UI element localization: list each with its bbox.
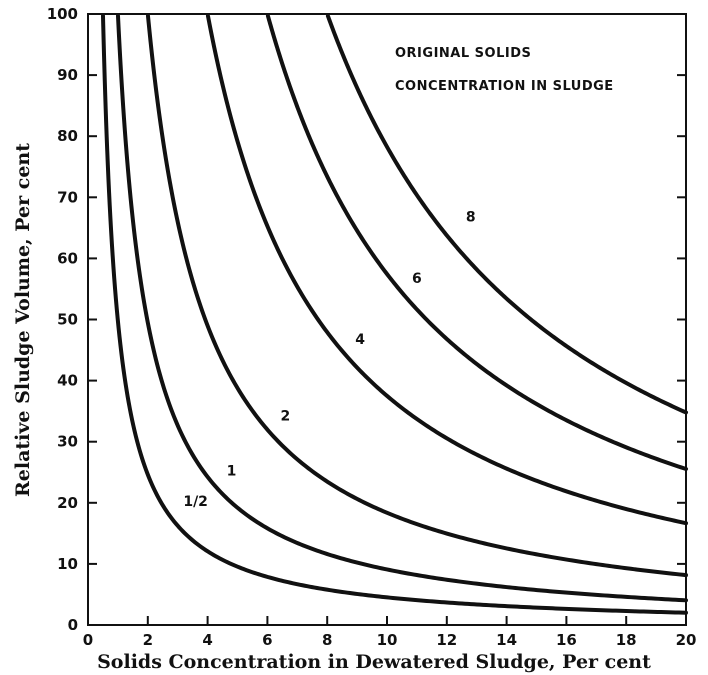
x-tick-label: 4 [202, 631, 212, 649]
y-tick-label: 0 [68, 616, 78, 634]
x-tick-label: 14 [496, 631, 517, 649]
curve-label: 8 [466, 210, 476, 226]
y-tick-label: 70 [57, 188, 78, 206]
curve-4 [205, 13, 688, 526]
curve-label: 6 [412, 271, 422, 287]
x-axis-title: Solids Concentration in Dewatered Sludge… [97, 651, 651, 673]
plot-frame [87, 13, 687, 626]
y-tick-label: 20 [57, 494, 78, 512]
curve-8 [325, 13, 688, 415]
curve-label: 1 [227, 463, 237, 479]
curve-6 [265, 13, 688, 471]
y-tick-label: 50 [57, 311, 78, 329]
x-tick-label: 2 [143, 631, 153, 649]
x-tick-label: 12 [436, 631, 457, 649]
y-tick-label: 100 [47, 5, 78, 23]
legend: ORIGINAL SOLIDS CONCENTRATION IN SLUDGE [395, 46, 614, 94]
legend-title-line-1: ORIGINAL SOLIDS [395, 46, 531, 61]
y-tick-label: 60 [57, 249, 78, 267]
x-tick-label: 16 [556, 631, 577, 649]
y-tick-label: 90 [57, 66, 78, 84]
x-tick-label: 20 [676, 631, 697, 649]
y-axis-title: Relative Sludge Volume, Per cent [12, 143, 34, 497]
x-tick-label: 10 [377, 631, 398, 649]
ticks-group [87, 13, 687, 626]
y-tick-label: 40 [57, 372, 78, 390]
curve-label: 2 [280, 408, 290, 424]
legend-title-line-2: CONCENTRATION IN SLUDGE [395, 79, 614, 94]
x-tick-label: 8 [322, 631, 332, 649]
curve-2 [145, 13, 688, 578]
curve-label: 4 [355, 332, 365, 348]
y-tick-label: 80 [57, 127, 78, 145]
curve-1-2 [100, 13, 688, 615]
y-tick-label: 30 [57, 433, 78, 451]
x-tick-label: 18 [616, 631, 637, 649]
y-tick-label: 10 [57, 555, 78, 573]
curves-group [100, 13, 688, 615]
curve-1 [115, 13, 688, 603]
curve-label: 1/2 [183, 494, 208, 510]
curve-labels-group: 1/2 1 2 4 6 8 [183, 210, 475, 510]
x-tick-label: 0 [83, 631, 93, 649]
x-tick-label: 6 [262, 631, 272, 649]
